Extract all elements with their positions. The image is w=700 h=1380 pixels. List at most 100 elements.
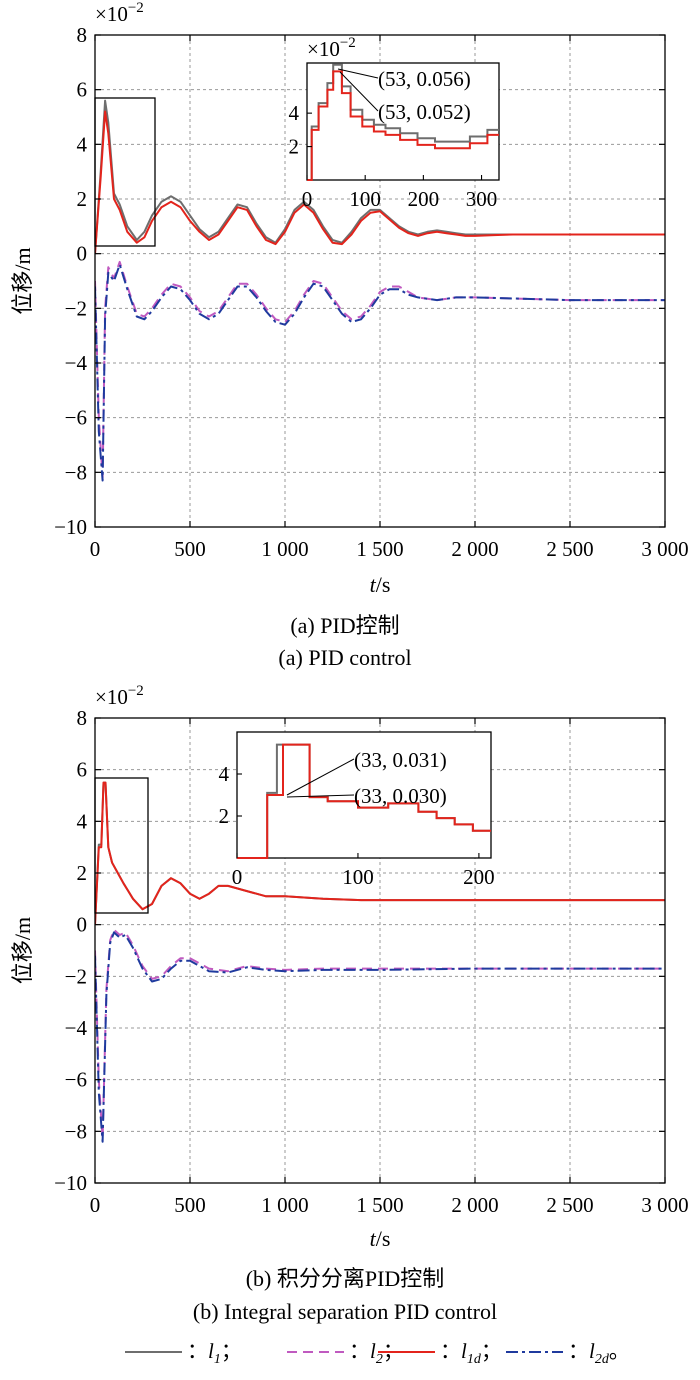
y-tick-label: 8 — [77, 706, 88, 730]
inset-x-tick-label: 100 — [342, 865, 374, 889]
axis-multiplier-exponent: −2 — [128, 683, 144, 699]
legend-subscript: 1d — [467, 1352, 482, 1367]
series-line-l1d — [95, 781, 665, 925]
y-tick-label: −8 — [65, 1119, 87, 1143]
y-tick-label: −10 — [54, 515, 87, 539]
inset-multiplier: ×10−2 — [307, 35, 356, 61]
annotation-label: (33, 0.031) — [354, 748, 447, 772]
legend-colon: ： — [568, 1339, 589, 1363]
x-axis-label-var: t — [370, 1226, 377, 1251]
y-tick-label: −4 — [65, 1016, 88, 1040]
chart-panel-1: 0 500 1 000 1 500 2 000 2 500 3 000 −10 −8 −6 −4 −2… — [10, 683, 689, 1324]
series-group — [95, 99, 665, 482]
legend: ：l1； ：l2； ：l1d； ：l2d。 — [125, 1339, 630, 1367]
annotation-leader — [286, 794, 355, 798]
axis-multiplier: ×10−2 — [95, 683, 144, 709]
legend-item-l1: ：l1； — [187, 1339, 242, 1367]
x-axis-label-var: t — [370, 572, 377, 597]
legend-separator: ； — [221, 1339, 242, 1363]
inset-x-tick-label: 0 — [302, 187, 313, 211]
x-axis-label-unit: /s — [376, 1226, 391, 1251]
series-line-l2d — [95, 263, 665, 482]
axis-multiplier-exponent: −2 — [128, 0, 144, 16]
y-axis-label: 位移/m — [10, 917, 35, 984]
inset-y-tick-label: 2 — [289, 135, 300, 159]
inset-y-tick-label: 4 — [289, 101, 300, 125]
legend-var: l — [370, 1339, 376, 1363]
y-tick-label: −4 — [65, 351, 88, 375]
inset-series-line-l1d — [307, 70, 499, 181]
x-tick-label: 1 000 — [261, 537, 308, 561]
annotation-label: (33, 0.030) — [354, 784, 447, 808]
annotation-leader — [286, 758, 355, 796]
annotation-leader — [339, 71, 379, 112]
annotation-label: (53, 0.052) — [378, 100, 471, 124]
caption-zh: (a) PID控制 — [290, 613, 399, 638]
legend-colon: ： — [440, 1339, 461, 1363]
x-tick-label: 500 — [174, 1193, 206, 1217]
series-line-l1d — [95, 110, 665, 254]
x-tick-label: 2 500 — [546, 1193, 593, 1217]
y-tick-label: 0 — [77, 242, 88, 266]
legend-item-l2d: ：l2d。 — [568, 1339, 630, 1367]
y-tick-label: −10 — [54, 1171, 87, 1195]
x-axis-label: t/s — [370, 1226, 391, 1251]
legend-separator: 。 — [609, 1339, 630, 1363]
series-line-l2d — [95, 931, 665, 1143]
caption-en: (b) Integral separation PID control — [193, 1299, 497, 1324]
inset-chart: 0 100 200 2 4 (33, 0.031) (33, 0.030) — [219, 731, 495, 889]
legend-subscript: 1 — [214, 1352, 221, 1367]
y-tick-label: 4 — [77, 132, 88, 156]
series-line-l1 — [95, 99, 665, 254]
inset-y-tick-label: 2 — [219, 804, 230, 828]
legend-item-l1d: ：l1d； — [440, 1339, 502, 1367]
y-tick-label: 8 — [77, 23, 88, 47]
legend-var: l — [589, 1339, 595, 1363]
legend-colon: ： — [349, 1339, 370, 1363]
inset-y-tick-label: 4 — [219, 762, 230, 786]
inset-x-tick-label: 300 — [466, 187, 498, 211]
x-tick-label: 3 000 — [641, 537, 688, 561]
y-tick-label: 2 — [77, 187, 88, 211]
x-tick-label: 2 000 — [451, 1193, 498, 1217]
annotation-label: (53, 0.056) — [378, 67, 471, 91]
x-tick-label: 3 000 — [641, 1193, 688, 1217]
x-tick-label: 1 500 — [356, 1193, 403, 1217]
legend-subscript: 2 — [376, 1352, 383, 1367]
axis-multiplier: ×10−2 — [95, 0, 144, 26]
inset-multiplier-exponent: −2 — [340, 35, 356, 51]
inset-chart: 0 100 200 300 2 4 ×10−2 (53, 0.056) (53, 0.052) — [289, 35, 500, 211]
legend-var: l — [461, 1339, 467, 1363]
inset-x-tick-label: 0 — [232, 865, 243, 889]
x-axis-label-unit: /s — [376, 572, 391, 597]
chart-panel-0: 0 500 1 000 1 500 2 000 2 500 3 000 −10 −8 −6 −4 −2… — [10, 0, 689, 670]
caption-en: (a) PID control — [278, 645, 411, 670]
legend-var: l — [208, 1339, 214, 1363]
zoom-region-box — [94, 97, 156, 247]
y-tick-label: −6 — [65, 406, 87, 430]
x-tick-label: 2 500 — [546, 537, 593, 561]
y-tick-label: 0 — [77, 913, 88, 937]
inset-x-tick-label: 100 — [349, 187, 381, 211]
y-tick-label: −2 — [65, 296, 87, 320]
y-tick-label: −2 — [65, 964, 87, 988]
y-tick-label: 2 — [77, 861, 88, 885]
zoom-region-box — [94, 777, 149, 914]
series-line-l2 — [95, 928, 665, 1141]
y-tick-label: −8 — [65, 460, 87, 484]
x-tick-label: 2 000 — [451, 537, 498, 561]
y-tick-label: 4 — [77, 809, 88, 833]
legend-colon: ： — [187, 1339, 208, 1363]
y-axis-label: 位移/m — [10, 247, 35, 314]
series-group — [95, 781, 665, 1143]
x-tick-label: 0 — [90, 1193, 101, 1217]
y-tick-label: −6 — [65, 1068, 87, 1092]
x-tick-label: 0 — [90, 537, 101, 561]
inset-x-tick-label: 200 — [408, 187, 440, 211]
legend-subscript: 2d — [595, 1352, 610, 1367]
inset-series-line-l1d — [237, 743, 491, 859]
legend-separator: ； — [481, 1339, 502, 1363]
x-tick-label: 500 — [174, 537, 206, 561]
x-tick-label: 1 000 — [261, 1193, 308, 1217]
